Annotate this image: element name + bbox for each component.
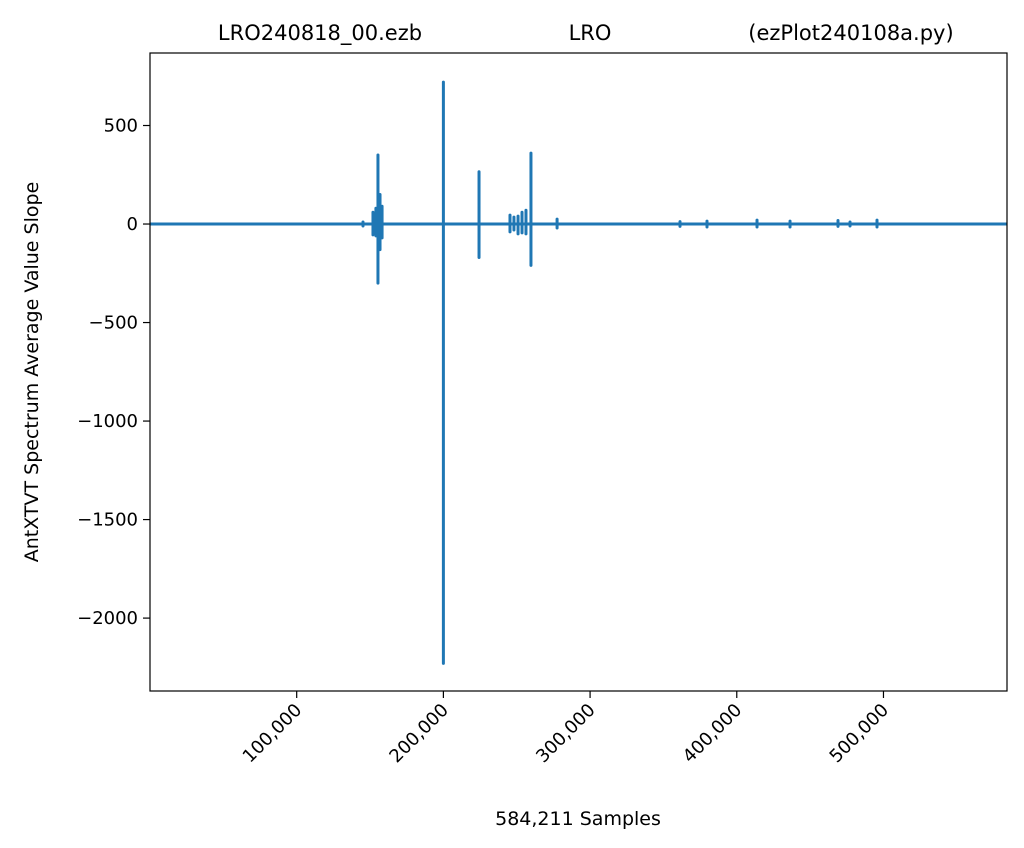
y-tick-label: −2000 (77, 608, 138, 629)
y-tick-label: −1500 (77, 510, 138, 531)
title-file: LRO240818_00.ezb (218, 21, 422, 46)
y-tick-label: 500 (104, 116, 138, 137)
y-tick-label: −1000 (77, 411, 138, 432)
plot-frame (149, 52, 1008, 692)
y-tick-label: −500 (89, 313, 138, 334)
x-axis-label: 584,211 Samples (495, 808, 661, 830)
y-axis-label: AntXTVT Spectrum Average Value Slope (21, 182, 43, 563)
y-tick-label: 0 (127, 214, 138, 235)
title-script: (ezPlot240108a.py) (748, 21, 953, 45)
title-station: LRO (569, 21, 612, 45)
data-line (150, 80, 1007, 665)
